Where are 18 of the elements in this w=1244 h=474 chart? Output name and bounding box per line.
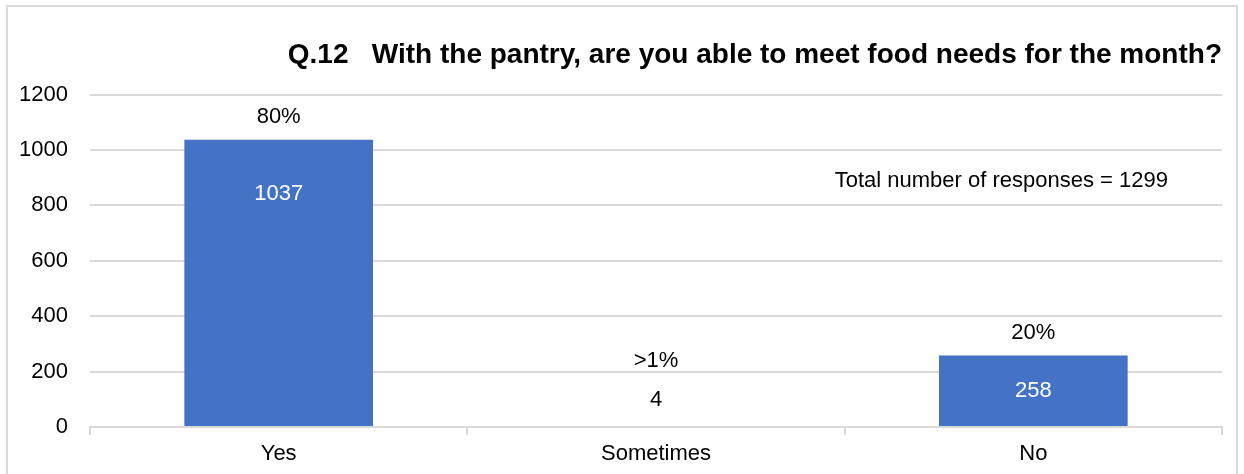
data-label: 4 — [649, 385, 663, 411]
y-tick-label: 800 — [31, 191, 68, 217]
y-tick-label: 600 — [31, 246, 68, 272]
data-label: 258 — [1014, 376, 1052, 402]
y-tick-label: 200 — [31, 357, 68, 383]
annotation: >1% — [633, 346, 679, 372]
data-label: 1037 — [254, 179, 304, 205]
y-tick-label: 0 — [55, 413, 68, 439]
x-tick-label: Yes — [260, 440, 297, 466]
y-tick-label: 1200 — [19, 80, 68, 106]
y-tick-label: 400 — [31, 302, 68, 328]
x-tick-label: Sometimes — [600, 440, 712, 466]
y-tick-label: 1000 — [19, 136, 68, 162]
chart-title: Q.12 With the pantry, are you able to meet food needs for the month? — [287, 37, 1222, 69]
annotation: 80% — [256, 102, 301, 128]
annotation: 20% — [1011, 318, 1056, 344]
x-tick-label: No — [1019, 440, 1048, 466]
annotation: Total number of responses = 1299 — [834, 166, 1168, 192]
